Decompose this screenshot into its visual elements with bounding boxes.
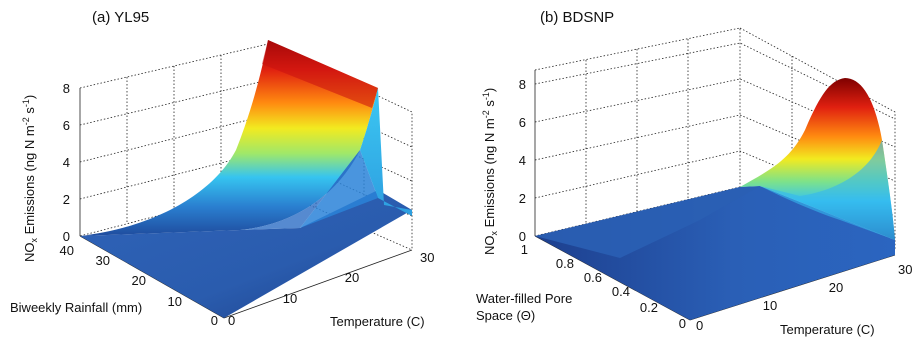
panel-a-ztick-3: 6 [63, 118, 70, 133]
panel-a-ytick-3: 30 [96, 253, 110, 268]
panel-b-xtick-0: 0 [696, 318, 703, 333]
panel-a-xticks: 0 10 20 30 [228, 250, 434, 328]
panel-a-ztick-1: 2 [63, 192, 70, 207]
panel-b-ytick-5: 1 [521, 242, 528, 257]
panel-b-ztick-2: 4 [519, 153, 526, 168]
panel-b-ylabel-line1: Water-filled Pore [476, 291, 572, 306]
panel-a-xtick-3: 30 [420, 250, 434, 265]
panel-a-title: (a) YL95 [92, 9, 149, 26]
panel-b-yticks: 0 0.2 0.4 0.6 0.8 1 [521, 242, 686, 331]
panel-a-ytick-0: 0 [211, 313, 218, 328]
panel-b-ytick-0: 0 [679, 316, 686, 331]
panel-b-ztick-0: 0 [519, 229, 526, 244]
panel-a-ztick-2: 4 [63, 155, 70, 170]
panel-a-ylabel: Biweekly Rainfall (mm) [10, 300, 142, 315]
panel-a-xtick-0: 0 [228, 313, 235, 328]
panel-b-xtick-3: 30 [898, 262, 912, 277]
panel-a-zticks: 0 2 4 6 8 [63, 81, 70, 244]
panel-b-title: (b) BDSNP [540, 9, 614, 26]
panel-a-ytick-1: 10 [168, 294, 182, 309]
panel-b: (b) BDSNP [476, 9, 912, 337]
panel-b-surface [535, 78, 895, 320]
panel-a-xtick-1: 10 [283, 291, 297, 306]
panel-a-yticks: 0 10 20 30 40 [60, 243, 218, 328]
panel-b-ztick-4: 8 [519, 77, 526, 92]
panel-b-ztick-1: 2 [519, 191, 526, 206]
panel-a-surface [80, 40, 412, 318]
panel-b-ztick-3: 6 [519, 115, 526, 130]
panel-a-ztick-0: 0 [63, 229, 70, 244]
panel-a-xlabel: Temperature (C) [330, 314, 425, 329]
panel-b-xtick-1: 10 [763, 298, 777, 313]
panel-a-zlabel: NOx Emissions (ng N m-2 s-1) [21, 95, 39, 262]
panel-b-ylabel-line2: Space (Θ) [476, 308, 535, 323]
panel-a-ztick-4: 8 [63, 81, 70, 96]
panel-a-xtick-2: 20 [345, 270, 359, 285]
panel-b-ytick-1: 0.2 [640, 300, 658, 315]
panel-b-ytick-2: 0.4 [612, 284, 630, 299]
panel-b-zlabel: NOx Emissions (ng N m-2 s-1) [481, 88, 499, 255]
panel-b-xticks: 0 10 20 30 [696, 262, 912, 333]
panel-b-ytick-3: 0.6 [584, 270, 602, 285]
panel-a: (a) YL95 [10, 9, 434, 329]
panel-b-zticks: 0 2 4 6 8 [519, 77, 526, 244]
panel-b-xlabel: Temperature (C) [780, 322, 875, 337]
panel-a-ytick-2: 20 [132, 273, 146, 288]
panel-a-ytick-4: 40 [60, 243, 74, 258]
panel-b-ytick-4: 0.8 [556, 256, 574, 271]
panel-b-xtick-2: 20 [829, 280, 843, 295]
